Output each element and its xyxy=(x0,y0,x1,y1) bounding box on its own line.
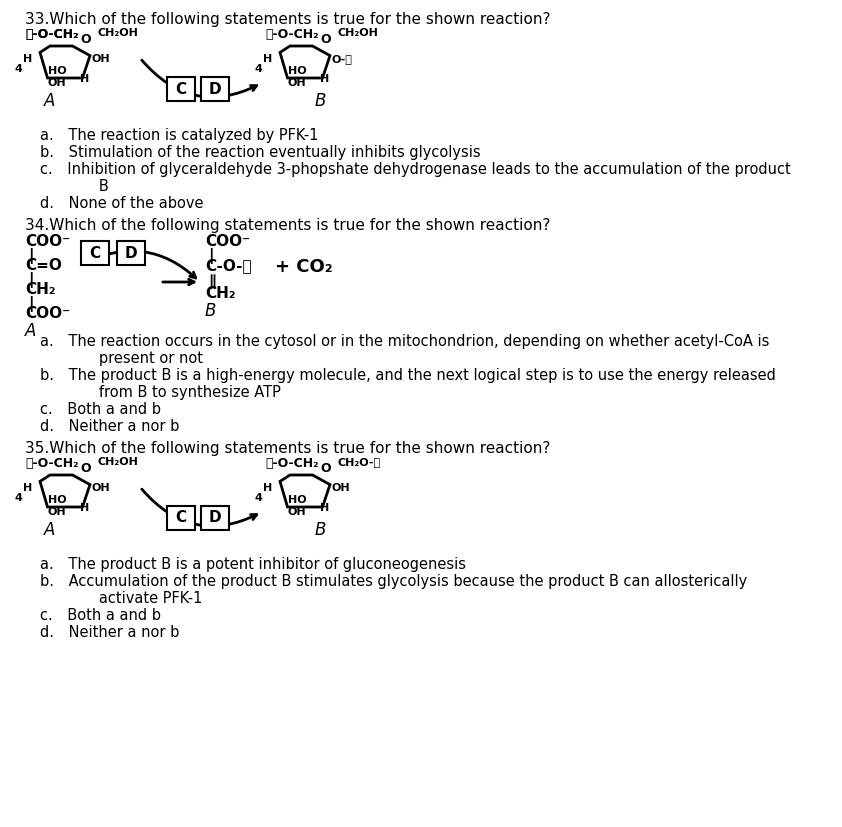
Text: b. Accumulation of the product B stimulates glycolysis because the product B can: b. Accumulation of the product B stimula… xyxy=(40,574,747,589)
FancyBboxPatch shape xyxy=(167,77,195,101)
FancyBboxPatch shape xyxy=(201,77,229,101)
Text: activate PFK-1: activate PFK-1 xyxy=(55,591,202,606)
Text: d. None of the above: d. None of the above xyxy=(40,196,204,211)
Text: OH: OH xyxy=(92,483,110,493)
Text: present or not: present or not xyxy=(55,351,203,366)
Text: B: B xyxy=(314,521,326,539)
Text: CH₂OH: CH₂OH xyxy=(97,28,138,38)
Text: C-O-Ⓟ: C-O-Ⓟ xyxy=(205,258,252,273)
Text: H: H xyxy=(23,54,32,64)
Text: b. The product B is a high-energy molecule, and the next logical step is to use : b. The product B is a high-energy molecu… xyxy=(40,368,775,383)
FancyBboxPatch shape xyxy=(167,506,195,530)
Text: O-Ⓟ: O-Ⓟ xyxy=(332,54,353,64)
Text: Ⓟ-O-CH₂: Ⓟ-O-CH₂ xyxy=(25,28,78,41)
Text: COO⁻: COO⁻ xyxy=(25,234,70,249)
Text: A: A xyxy=(25,322,36,340)
Text: 4: 4 xyxy=(254,64,262,74)
Text: c. Both a and b: c. Both a and b xyxy=(40,608,161,623)
Text: CH₂: CH₂ xyxy=(205,286,236,301)
Text: C=O: C=O xyxy=(25,258,61,273)
Text: O: O xyxy=(80,33,91,46)
Text: 4: 4 xyxy=(14,493,22,503)
Text: OH: OH xyxy=(332,483,350,493)
Text: C: C xyxy=(175,510,187,525)
Text: HO: HO xyxy=(48,66,67,76)
Text: O: O xyxy=(320,462,331,475)
Text: |: | xyxy=(28,248,34,264)
Text: HO: HO xyxy=(288,66,306,76)
FancyBboxPatch shape xyxy=(81,241,109,265)
Text: H: H xyxy=(263,54,272,64)
FancyBboxPatch shape xyxy=(201,506,229,530)
Text: HO: HO xyxy=(288,495,306,505)
Text: Ⓟ-O-CH₂: Ⓟ-O-CH₂ xyxy=(25,457,78,470)
Text: H: H xyxy=(80,74,89,84)
Text: c. Both a and b: c. Both a and b xyxy=(40,402,161,417)
Text: CH₂O-Ⓟ: CH₂O-Ⓟ xyxy=(337,457,380,467)
Text: C: C xyxy=(175,82,187,97)
Text: D: D xyxy=(209,82,221,97)
Text: b. Stimulation of the reaction eventually inhibits glycolysis: b. Stimulation of the reaction eventuall… xyxy=(40,145,481,160)
Text: OH: OH xyxy=(92,54,110,64)
Text: CH₂OH: CH₂OH xyxy=(337,28,378,38)
Text: H: H xyxy=(320,503,329,513)
Text: H: H xyxy=(23,483,32,493)
Text: COO⁻: COO⁻ xyxy=(25,306,70,321)
Text: OH: OH xyxy=(288,78,306,88)
Text: C: C xyxy=(89,246,100,261)
Text: H: H xyxy=(80,503,89,513)
Text: O: O xyxy=(80,462,91,475)
Text: Ⓟ-O-CH₂: Ⓟ-O-CH₂ xyxy=(265,457,318,470)
Text: 35.Which of the following statements is true for the shown reaction?: 35.Which of the following statements is … xyxy=(25,441,551,456)
Text: d. Neither a nor b: d. Neither a nor b xyxy=(40,419,179,434)
Text: D: D xyxy=(125,246,137,261)
Text: HO: HO xyxy=(48,495,67,505)
Text: + CO₂: + CO₂ xyxy=(275,258,333,276)
Text: c. Inhibition of glyceraldehyde 3-phopshate dehydrogenase leads to the accumulat: c. Inhibition of glyceraldehyde 3-phopsh… xyxy=(40,162,791,177)
Text: O: O xyxy=(320,33,331,46)
Text: 33.Which of the following statements is true for the shown reaction?: 33.Which of the following statements is … xyxy=(25,12,551,27)
Text: OH: OH xyxy=(48,78,67,88)
Text: B: B xyxy=(314,92,326,110)
Text: |: | xyxy=(28,296,34,312)
Text: from B to synthesize ATP: from B to synthesize ATP xyxy=(55,385,281,400)
Text: a. The reaction occurs in the cytosol or in the mitochondrion, depending on whet: a. The reaction occurs in the cytosol or… xyxy=(40,334,770,349)
Text: OH: OH xyxy=(288,507,306,517)
Text: OH: OH xyxy=(48,507,67,517)
Text: ∥: ∥ xyxy=(208,274,216,289)
FancyBboxPatch shape xyxy=(117,241,145,265)
Text: A: A xyxy=(45,521,56,539)
Text: |: | xyxy=(28,272,34,288)
Text: ⑫-O-CH₂: ⑫-O-CH₂ xyxy=(25,28,78,41)
Text: a. The product B is a potent inhibitor of gluconeogenesis: a. The product B is a potent inhibitor o… xyxy=(40,557,466,572)
Text: a. The reaction is catalyzed by PFK-1: a. The reaction is catalyzed by PFK-1 xyxy=(40,128,318,143)
Text: |: | xyxy=(208,248,214,264)
Text: B: B xyxy=(55,179,109,194)
Text: COO⁻: COO⁻ xyxy=(205,234,250,249)
Text: 34.Which of the following statements is true for the shown reaction?: 34.Which of the following statements is … xyxy=(25,218,551,233)
Text: CH₂OH: CH₂OH xyxy=(97,457,138,467)
Text: Ⓟ-O-CH₂: Ⓟ-O-CH₂ xyxy=(265,28,318,41)
Text: CH₂: CH₂ xyxy=(25,282,56,297)
Text: H: H xyxy=(263,483,272,493)
Text: d. Neither a nor b: d. Neither a nor b xyxy=(40,625,179,640)
Text: H: H xyxy=(320,74,329,84)
Text: D: D xyxy=(209,510,221,525)
Text: A: A xyxy=(45,92,56,110)
Text: B: B xyxy=(205,302,216,320)
Text: 4: 4 xyxy=(14,64,22,74)
Text: 4: 4 xyxy=(254,493,262,503)
